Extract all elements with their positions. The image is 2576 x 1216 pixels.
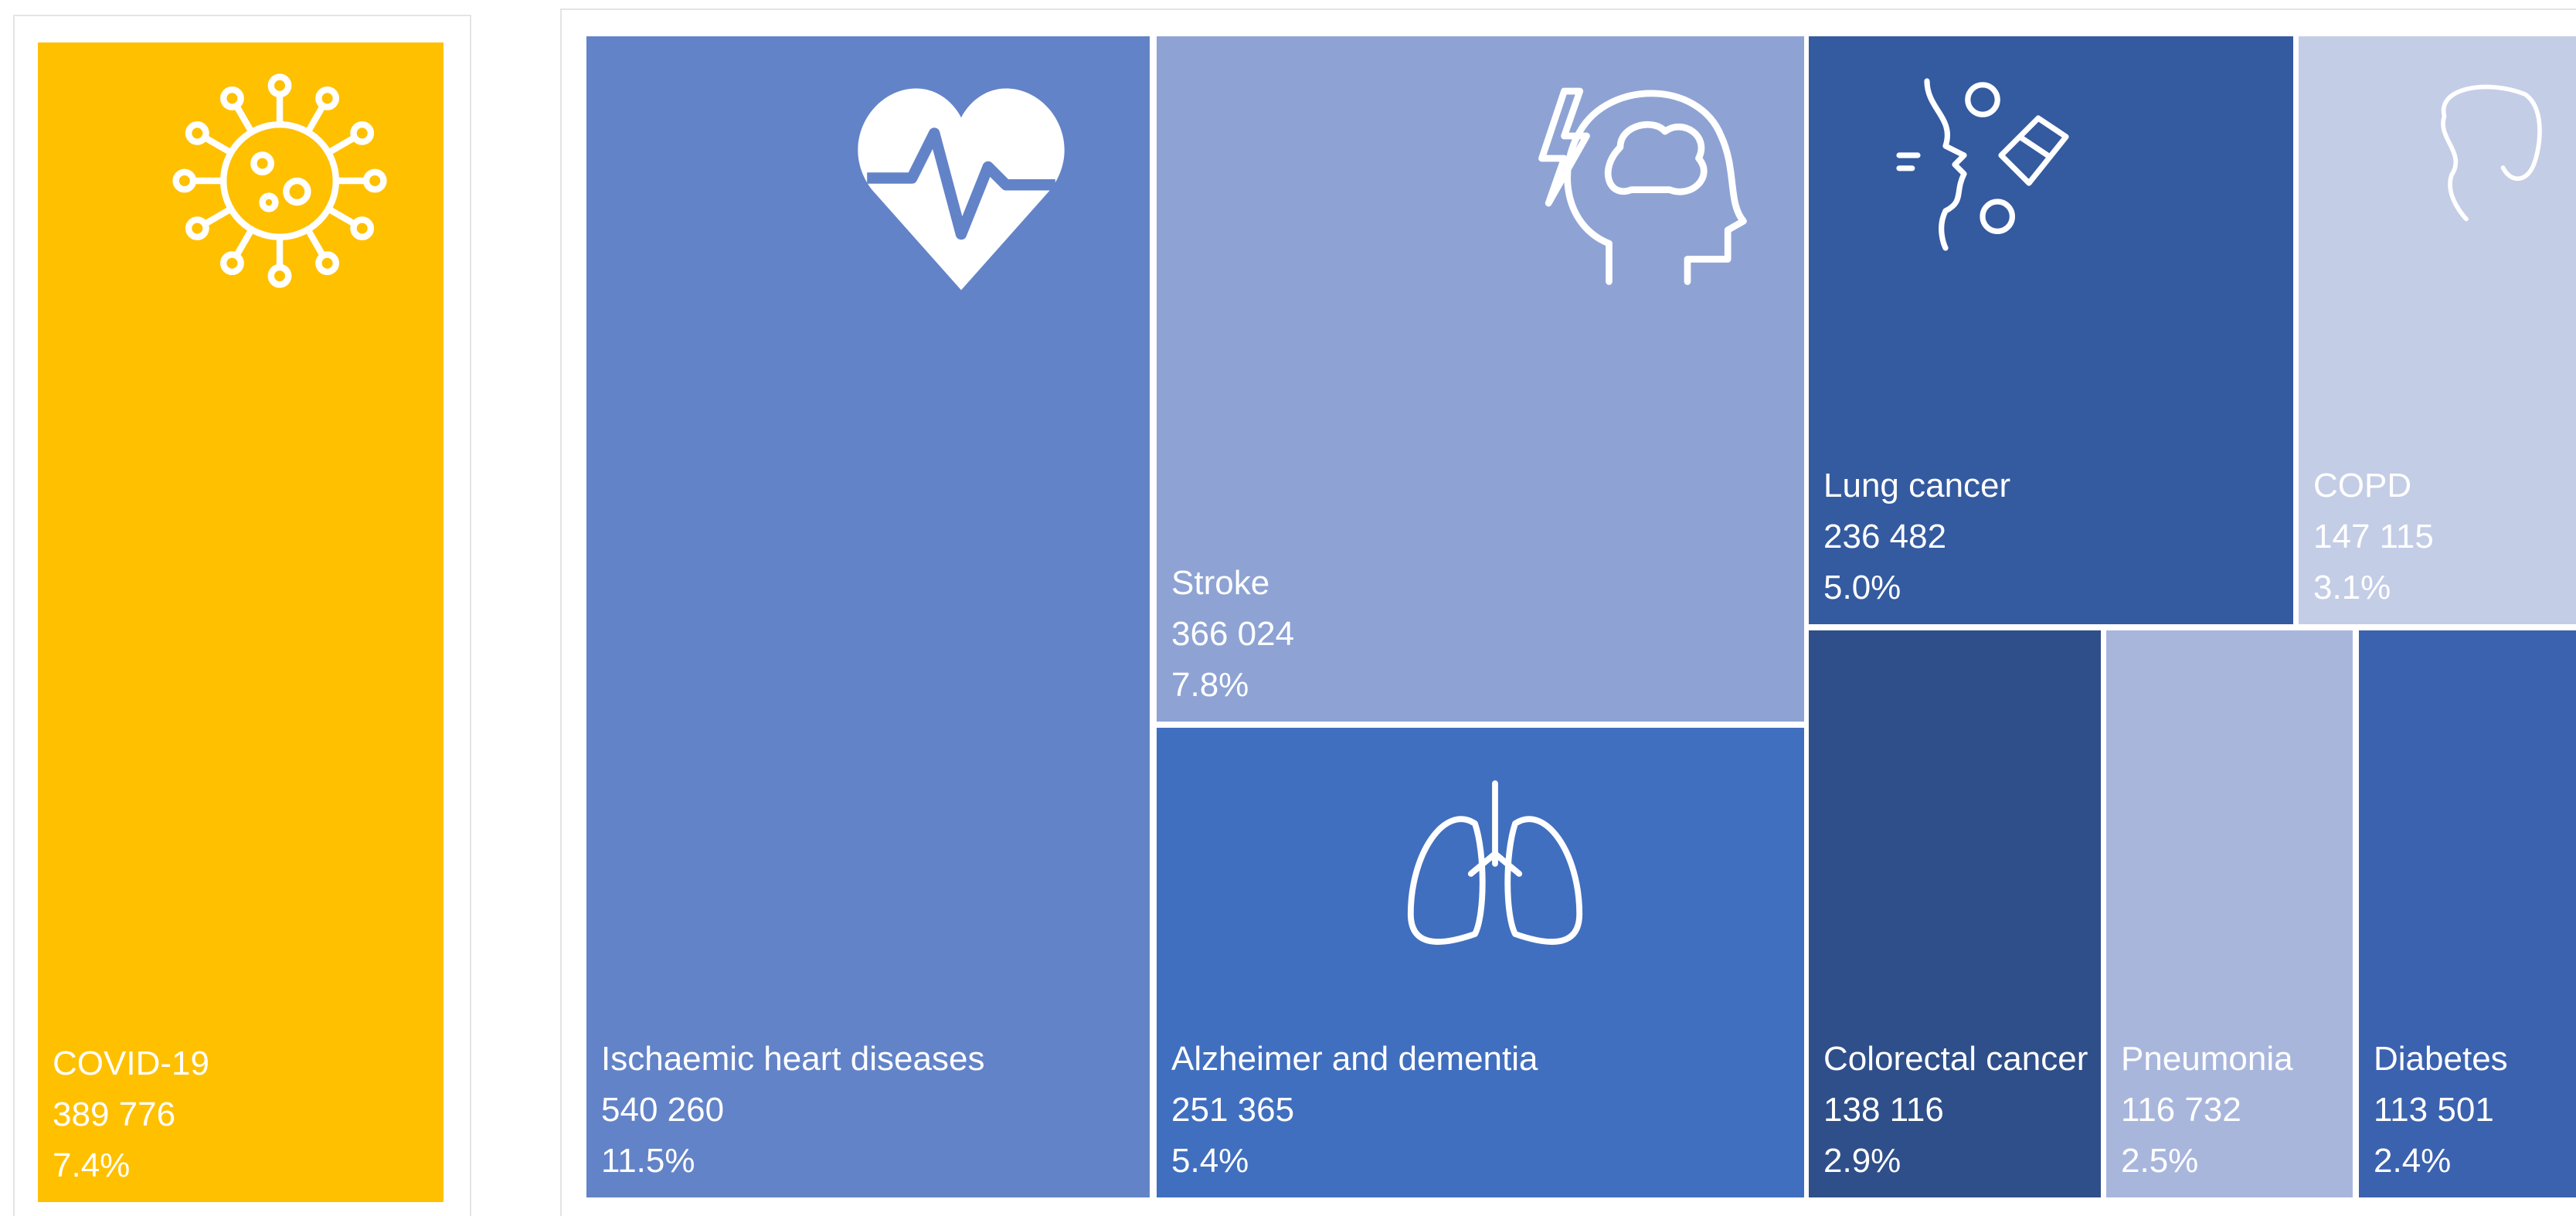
share-label: 7.4%	[53, 1146, 131, 1184]
cell-label: Lung cancer 236 482 5.0%	[1823, 460, 2285, 613]
value-label: 366 024	[1171, 615, 1295, 653]
share-label: 2.9%	[1823, 1142, 1901, 1180]
right-panel	[560, 8, 2576, 1216]
cell-label: Colorectal cancer 138 116 2.9%	[1823, 1034, 2093, 1187]
share-label: 11.5%	[601, 1142, 695, 1180]
cell-label: Diabetes 113 501 2.4%	[2374, 1034, 2576, 1187]
category-name: Ischaemic heart diseases	[601, 1040, 985, 1078]
share-label: 2.5%	[2121, 1142, 2199, 1180]
share-label: 3.1%	[2313, 569, 2391, 606]
share-label: 7.8%	[1171, 666, 1249, 704]
icon	[172, 73, 387, 288]
value-label: 113 501	[2374, 1091, 2494, 1129]
treemap-cell: COPD 147 115 3.1%	[2299, 36, 2576, 624]
cell-label: Pneumonia 116 732 2.5%	[2121, 1034, 2345, 1187]
value-label: 389 776	[53, 1095, 176, 1133]
icon	[2441, 84, 2542, 222]
category-name: Pneumonia	[2121, 1040, 2293, 1078]
share-label: 2.4%	[2374, 1142, 2452, 1180]
treemap-cell: Pneumonia 116 732 2.5%	[2106, 630, 2353, 1197]
icon	[1896, 78, 2069, 251]
value-label: 138 116	[1823, 1091, 1944, 1129]
value-label: 236 482	[1823, 518, 1947, 555]
cell-label: Alzheimer and dementia 251 365 5.4%	[1171, 1034, 1796, 1187]
category-name: COPD	[2313, 467, 2412, 504]
category-name: Stroke	[1171, 564, 1270, 602]
category-name: Diabetes	[2374, 1040, 2508, 1078]
left-panel	[13, 15, 471, 1216]
cell-label: COVID-19 389 776 7.4%	[53, 1038, 436, 1191]
treemap-cell: COVID-19 389 776 7.4%	[38, 42, 443, 1202]
share-label: 5.0%	[1823, 569, 1901, 606]
icon	[1538, 87, 1747, 285]
cell-label: Ischaemic heart diseases 540 260 11.5%	[601, 1034, 1142, 1187]
icon	[1407, 780, 1583, 945]
category-name: Alzheimer and dementia	[1171, 1040, 1538, 1078]
value-label: 147 115	[2313, 518, 2434, 555]
treemap-cell: Diabetes 113 501 2.4%	[2359, 630, 2576, 1197]
category-name: Colorectal cancer	[1823, 1040, 2088, 1078]
treemap-cell: Colorectal cancer 138 116 2.9%	[1809, 630, 2101, 1197]
category-name: Lung cancer	[1823, 467, 2011, 504]
treemap-cell: Stroke 366 024 7.8%	[1157, 36, 1804, 722]
treemap-cell: Lung cancer 236 482 5.0%	[1809, 36, 2293, 624]
category-name: COVID-19	[53, 1044, 209, 1082]
cell-label: COPD 147 115 3.1%	[2313, 460, 2576, 613]
cell-label: Stroke 366 024 7.8%	[1171, 558, 1796, 711]
treemap-cell: Alzheimer and dementia 251 365 5.4%	[1157, 728, 1804, 1197]
value-label: 116 732	[2121, 1091, 2241, 1129]
icon	[858, 88, 1065, 290]
value-label: 251 365	[1171, 1091, 1295, 1129]
treemap-cell: Ischaemic heart diseases 540 260 11.5%	[586, 36, 1150, 1197]
value-label: 540 260	[601, 1091, 725, 1129]
share-label: 5.4%	[1171, 1142, 1249, 1180]
